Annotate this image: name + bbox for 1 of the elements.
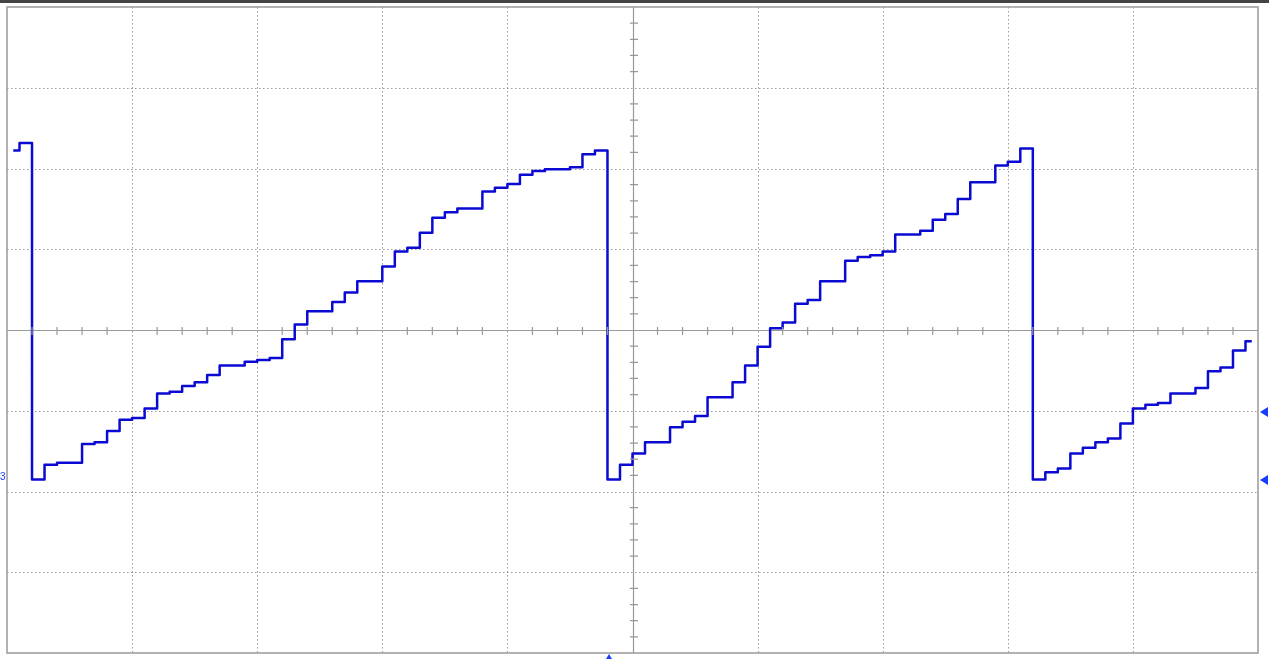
text: 3 <box>0 471 6 483</box>
